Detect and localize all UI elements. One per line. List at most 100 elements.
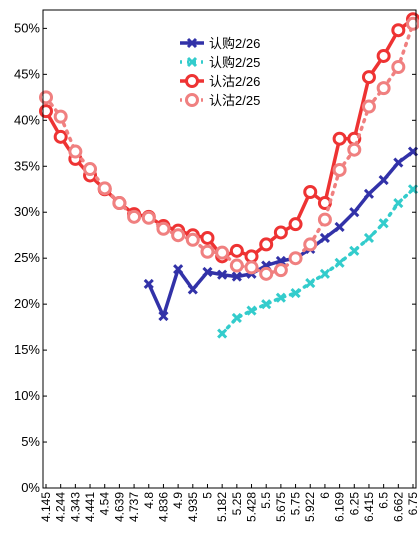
x-tick-label: 6.5 bbox=[377, 492, 391, 509]
data-point bbox=[53, 129, 68, 144]
y-tick-label: 25% bbox=[14, 250, 40, 265]
x-tick-label: 5.182 bbox=[215, 492, 229, 522]
data-point bbox=[171, 228, 186, 243]
x-tick-label: 4.8 bbox=[142, 492, 156, 509]
data-point bbox=[393, 157, 404, 168]
marker-stroke bbox=[363, 188, 375, 199]
data-point bbox=[202, 266, 213, 278]
y-tick-label: 50% bbox=[14, 20, 40, 35]
x-tick-label: 4.935 bbox=[186, 492, 200, 522]
data-point bbox=[288, 251, 303, 266]
x-tick-label: 4.836 bbox=[156, 492, 170, 522]
marker-stroke bbox=[305, 277, 316, 289]
legend-swatch-marker bbox=[186, 56, 198, 68]
x-tick-label: 5.428 bbox=[245, 492, 259, 522]
marker-stroke bbox=[334, 257, 345, 268]
marker-stroke bbox=[261, 299, 272, 310]
marker-stroke bbox=[275, 292, 286, 303]
data-point bbox=[332, 131, 347, 146]
marker-stroke bbox=[186, 56, 198, 68]
data-point bbox=[229, 243, 244, 258]
data-point bbox=[273, 225, 288, 240]
x-tick-label: 5.922 bbox=[303, 492, 317, 522]
data-point bbox=[361, 99, 376, 114]
data-point bbox=[288, 217, 303, 232]
data-point bbox=[334, 221, 345, 232]
data-point bbox=[83, 162, 98, 177]
marker-stroke bbox=[202, 266, 213, 278]
x-tick-label: 4.639 bbox=[112, 492, 126, 522]
data-point bbox=[259, 266, 274, 281]
x-tick-label: 4.737 bbox=[127, 492, 141, 522]
x-tick-label: 6 bbox=[318, 492, 332, 499]
marker-stroke bbox=[143, 278, 154, 289]
data-point bbox=[217, 269, 228, 280]
marker-stroke bbox=[186, 37, 198, 49]
data-point bbox=[53, 109, 68, 124]
marker-stroke bbox=[187, 284, 198, 295]
data-point bbox=[393, 197, 404, 209]
data-point bbox=[231, 271, 242, 282]
data-point bbox=[112, 196, 127, 211]
x-tick-label: 4.343 bbox=[68, 492, 82, 522]
data-point bbox=[39, 104, 53, 119]
y-tick-label: 15% bbox=[14, 342, 40, 357]
y-tick-label: 40% bbox=[14, 112, 40, 127]
marker-stroke bbox=[363, 232, 375, 244]
data-point bbox=[349, 207, 360, 218]
data-point bbox=[347, 142, 362, 157]
data-point bbox=[319, 232, 330, 244]
x-tick-label: 4.244 bbox=[54, 492, 68, 522]
marker-stroke bbox=[393, 157, 404, 168]
x-tick-label: 5.75 bbox=[289, 492, 303, 516]
data-point bbox=[261, 299, 272, 310]
data-point bbox=[39, 90, 53, 105]
data-point bbox=[141, 210, 156, 225]
marker-stroke bbox=[158, 311, 169, 322]
marker-stroke bbox=[319, 232, 330, 244]
data-point bbox=[319, 268, 330, 279]
marker-stroke bbox=[231, 271, 242, 282]
marker-stroke bbox=[349, 207, 360, 218]
data-point bbox=[156, 221, 171, 236]
marker-stroke bbox=[217, 269, 228, 280]
data-point bbox=[317, 212, 332, 227]
data-point bbox=[231, 312, 242, 324]
data-point bbox=[363, 188, 375, 199]
data-point bbox=[406, 16, 419, 31]
legend-label: 认购2/26 bbox=[209, 36, 260, 51]
y-tick-label: 35% bbox=[14, 158, 40, 173]
marker-stroke bbox=[334, 221, 345, 232]
series-4 bbox=[39, 16, 419, 281]
data-point bbox=[246, 305, 257, 316]
data-point bbox=[244, 260, 259, 275]
data-point bbox=[303, 185, 318, 200]
data-point bbox=[332, 162, 347, 177]
y-tick-label: 0% bbox=[21, 480, 40, 495]
legend: 认购2/26 认购2/25 认沽2/26 认沽2/25 bbox=[180, 36, 260, 108]
legend-item: 认沽2/26 bbox=[180, 74, 260, 89]
data-point bbox=[275, 292, 286, 303]
x-tick-label: 4.441 bbox=[83, 492, 97, 522]
data-point bbox=[217, 328, 228, 339]
x-tick-label: 5.675 bbox=[274, 492, 288, 522]
data-point bbox=[215, 245, 230, 260]
data-point bbox=[378, 218, 389, 229]
marker-stroke bbox=[393, 197, 404, 209]
x-tick-label: 4.145 bbox=[39, 492, 53, 522]
data-point bbox=[200, 230, 215, 245]
x-tick-label: 6.415 bbox=[362, 492, 376, 522]
marker-stroke bbox=[378, 174, 389, 186]
marker-stroke bbox=[378, 218, 389, 229]
plot-frame bbox=[42, 9, 417, 489]
x-tick-label: 5.5 bbox=[259, 492, 273, 509]
x-axis-ticks: 4.145 4.244 4.343 4.441 4.54 4.639 4.737 4.8 4.8… bbox=[39, 484, 419, 522]
y-tick-label: 5% bbox=[21, 434, 40, 449]
data-point bbox=[361, 70, 376, 85]
legend-item: 认沽2/25 bbox=[180, 93, 260, 108]
data-point bbox=[363, 232, 375, 244]
data-point bbox=[305, 277, 316, 289]
data-point bbox=[376, 81, 391, 96]
